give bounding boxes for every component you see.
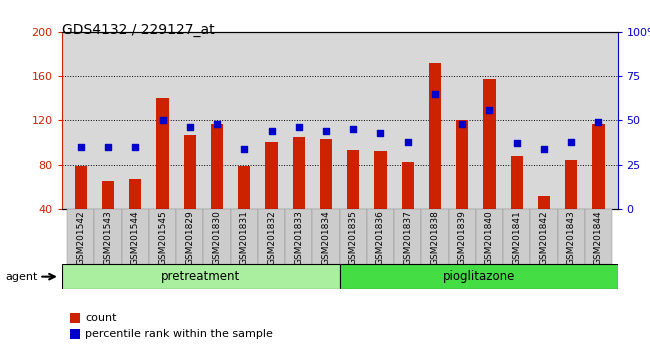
Bar [448, 209, 476, 264]
Bar [94, 209, 122, 264]
Text: GSM201841: GSM201841 [512, 211, 521, 265]
Bar [122, 209, 149, 264]
Text: GSM201831: GSM201831 [240, 211, 249, 266]
Bar [75, 166, 87, 209]
Bar [503, 209, 530, 264]
Point [348, 126, 358, 132]
Bar [530, 209, 558, 264]
Bar [367, 209, 394, 264]
Bar [592, 124, 604, 209]
Bar [149, 209, 176, 264]
Bar [203, 209, 231, 264]
Bar [258, 209, 285, 264]
Point [566, 139, 577, 144]
Bar [339, 209, 367, 264]
Point [157, 118, 168, 123]
Text: GSM201842: GSM201842 [540, 211, 549, 265]
Bar [585, 209, 612, 264]
Point [457, 121, 467, 127]
Point [75, 144, 86, 150]
Bar [70, 313, 80, 323]
Bar [67, 209, 94, 264]
Bar [211, 124, 223, 209]
Bar [184, 135, 196, 209]
Bar [102, 181, 114, 209]
Bar [347, 150, 359, 209]
Bar [176, 209, 203, 264]
Bar [476, 209, 503, 264]
Text: GSM201545: GSM201545 [158, 211, 167, 265]
Bar [374, 152, 387, 209]
Bar [339, 264, 618, 289]
Bar [70, 329, 80, 339]
Text: GSM201843: GSM201843 [567, 211, 576, 265]
Text: GSM201839: GSM201839 [458, 211, 467, 266]
Point [103, 144, 113, 150]
Bar [231, 209, 258, 264]
Bar [394, 209, 421, 264]
Text: agent: agent [5, 272, 38, 282]
Text: GDS4132 / 229127_at: GDS4132 / 229127_at [62, 23, 214, 37]
Bar [238, 166, 250, 209]
Point [539, 146, 549, 152]
Bar [538, 195, 550, 209]
Bar [292, 137, 305, 209]
Bar [285, 209, 313, 264]
Text: GSM201829: GSM201829 [185, 211, 194, 265]
Text: GSM201835: GSM201835 [349, 211, 358, 266]
Bar [157, 98, 169, 209]
Text: GSM201838: GSM201838 [430, 211, 439, 266]
Text: GSM201837: GSM201837 [403, 211, 412, 266]
Text: GSM201542: GSM201542 [76, 211, 85, 265]
Text: GSM201543: GSM201543 [103, 211, 112, 265]
Text: percentile rank within the sample: percentile rank within the sample [85, 329, 273, 339]
Point [294, 125, 304, 130]
Point [185, 125, 195, 130]
Point [402, 139, 413, 144]
Point [321, 128, 332, 134]
Text: GSM201830: GSM201830 [213, 211, 222, 266]
Bar [558, 209, 585, 264]
Bar [429, 63, 441, 209]
Text: GSM201844: GSM201844 [594, 211, 603, 265]
Point [130, 144, 140, 150]
Bar [402, 162, 414, 209]
Bar [456, 120, 469, 209]
Bar [565, 160, 577, 209]
Text: pretreatment: pretreatment [161, 270, 240, 283]
Point [430, 91, 440, 97]
Text: GSM201840: GSM201840 [485, 211, 494, 265]
Point [593, 119, 604, 125]
Bar [421, 209, 448, 264]
Bar [265, 143, 278, 209]
Text: pioglitazone: pioglitazone [443, 270, 515, 283]
Point [266, 128, 277, 134]
Bar [129, 179, 142, 209]
Point [512, 141, 522, 146]
Text: GSM201836: GSM201836 [376, 211, 385, 266]
Bar [320, 139, 332, 209]
Text: count: count [85, 313, 117, 323]
Point [212, 121, 222, 127]
Text: GSM201834: GSM201834 [322, 211, 330, 265]
Bar [484, 79, 495, 209]
Text: GSM201832: GSM201832 [267, 211, 276, 265]
Text: GSM201833: GSM201833 [294, 211, 304, 266]
Point [375, 130, 385, 136]
Bar [62, 264, 339, 289]
Bar [510, 156, 523, 209]
Point [484, 107, 495, 113]
Point [239, 146, 250, 152]
Bar [313, 209, 339, 264]
Text: GSM201544: GSM201544 [131, 211, 140, 265]
